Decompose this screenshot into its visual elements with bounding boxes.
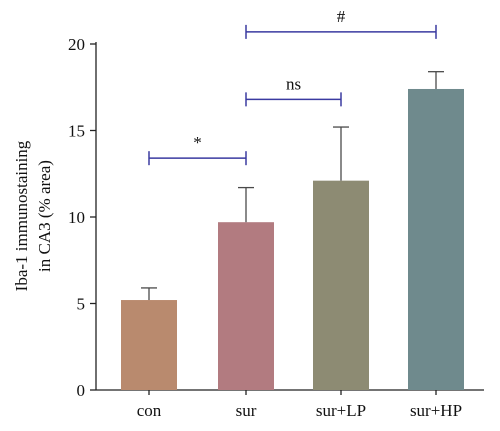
y-axis-label: Iba-1 immunostaining in CA3 (% area) (12, 140, 54, 291)
significance-label-1: ns (286, 74, 301, 93)
y-axis-label-line-2: in CA3 (% area) (35, 160, 54, 272)
y-tick-label-15: 15 (68, 122, 85, 141)
bar-con (121, 300, 177, 390)
x-tick-label-sur: sur (236, 401, 257, 420)
significance-label-2: # (337, 7, 346, 26)
plot-area: 0 5 10 15 20 con sur sur+LP sur+HP * ns # (68, 7, 484, 420)
bar-sur (218, 222, 274, 390)
significance-label-0: * (193, 133, 202, 152)
y-tick-label-5: 5 (77, 295, 86, 314)
y-tick-label-20: 20 (68, 35, 85, 54)
bar-sur+HP (408, 88, 464, 390)
y-tick-label-10: 10 (68, 208, 85, 227)
x-tick-label-sur+HP: sur+HP (410, 401, 462, 420)
y-tick-label-0: 0 (77, 381, 86, 400)
x-tick-label-sur+LP: sur+LP (316, 401, 366, 420)
x-tick-label-con: con (137, 401, 162, 420)
bar-sur+LP (313, 180, 369, 390)
y-axis-label-line-1: Iba-1 immunostaining (12, 140, 31, 291)
